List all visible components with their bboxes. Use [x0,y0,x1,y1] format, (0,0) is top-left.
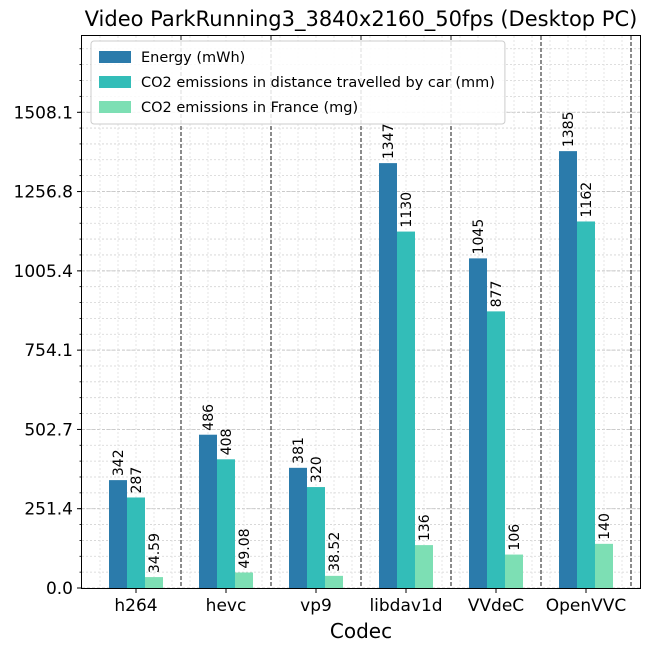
bar [127,497,145,588]
legend-swatch [99,51,131,63]
x-tick-label: h264 [114,596,157,616]
bar-value-label: 342 [111,449,127,476]
bar [199,434,217,588]
y-tick-label: 1256.8 [14,183,73,203]
bar [325,575,343,588]
bar [109,480,127,588]
bar-value-label: 34.59 [147,533,163,573]
bar [217,459,235,588]
bar [289,467,307,588]
bar-value-label: 486 [201,404,217,431]
legend-label: CO2 emissions in distance travelled by c… [141,75,495,91]
bar-value-label: 408 [219,429,235,456]
bar-value-labels: 342 486 381 1347 1045 1385 287 408 320 1130 877 116… [111,111,613,573]
bar-value-label: 381 [291,437,307,464]
plot-frame [81,35,641,589]
bar-value-label: 1045 [471,219,487,255]
bar-value-label: 140 [597,513,613,540]
x-tick-label: vp9 [300,596,332,616]
bar-value-label: 287 [129,467,145,494]
x-tick-label: VVdeC [468,596,524,616]
bar-value-label: 38.52 [327,532,343,572]
x-tick-label: OpenVVC [546,596,627,616]
x-tick-label: libdav1d [369,596,442,616]
y-tick-label: 1508.1 [14,103,73,123]
legend: Energy (mWh) CO2 emissions in distance tr… [90,40,506,125]
bar-value-label: 49.08 [237,528,253,568]
legend-swatch [99,76,131,88]
bar [469,258,487,588]
x-axis-ticks: h264 hevc vp9 libdav1d VVdeC OpenVVC [114,588,626,616]
y-axis-ticks: 0.0 251.4 502.7 754.1 1005.4 1256.8 1508.1 [14,48,82,599]
bar [505,554,523,588]
y-tick-label: 754.1 [24,341,73,361]
bar-value-label: 1162 [579,182,595,218]
bar-value-label: 1385 [561,111,577,147]
bar [415,545,433,588]
bar [595,543,613,588]
bar-value-label: 877 [489,281,505,308]
x-tick-label: hevc [206,596,247,616]
bar [397,231,415,588]
bars [109,151,613,589]
legend-box [90,40,506,125]
bar-value-label: 106 [507,524,523,551]
bar-value-label: 1130 [399,192,415,228]
group-separators [180,36,632,588]
y-tick-label: 0.0 [46,579,73,599]
bar-value-label: 320 [309,456,325,483]
chart-title: Video ParkRunning3_3840x2160_50fps (Desk… [85,7,638,32]
legend-swatch [99,101,131,113]
bar [487,311,505,588]
bar-value-label: 136 [417,514,433,541]
bar [307,487,325,588]
bar [235,572,253,588]
legend-label: CO2 emissions in France (mg) [141,100,358,116]
y-tick-label: 1005.4 [14,262,73,282]
bar [577,221,595,589]
x-axis-label: Codec [330,619,392,643]
y-tick-label: 251.4 [24,500,73,520]
bar [379,163,397,588]
bar [559,151,577,589]
y-tick-label: 502.7 [24,420,73,440]
bar-value-label: 1347 [381,123,397,159]
bar [145,577,163,588]
legend-label: Energy (mWh) [141,50,245,66]
